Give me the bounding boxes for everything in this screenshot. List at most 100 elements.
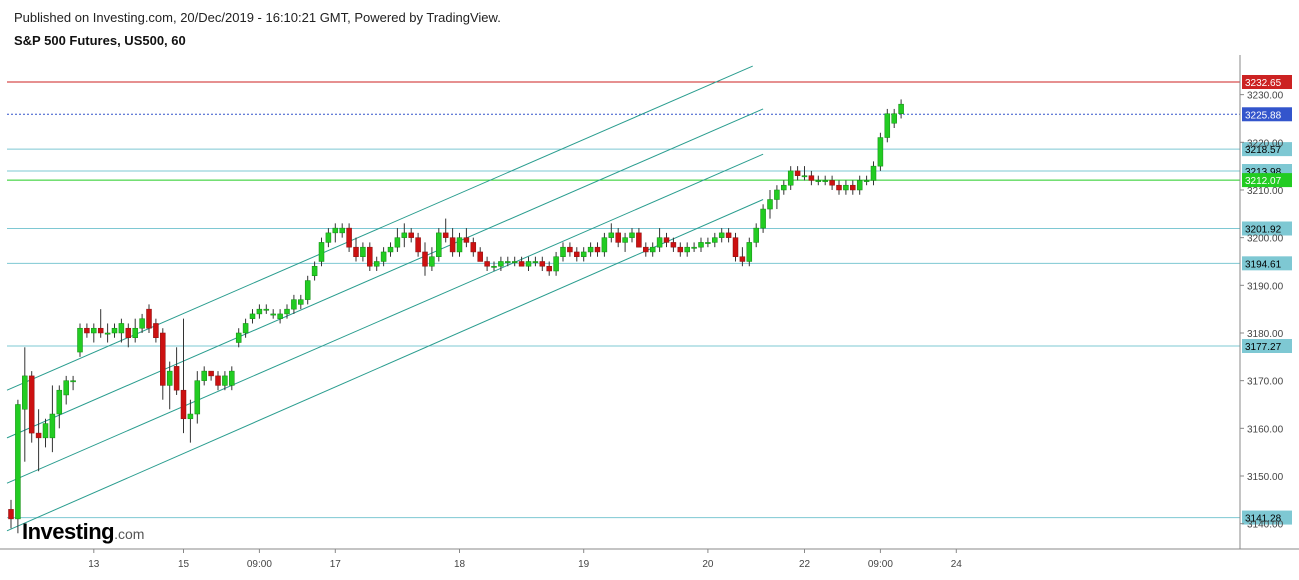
x-tick-label: 24 <box>951 559 963 570</box>
y-tick-label: 3200.00 <box>1247 234 1284 245</box>
candle-body <box>429 256 435 267</box>
candle-body <box>836 184 842 191</box>
candle-body <box>222 375 228 386</box>
candle-body <box>367 246 373 267</box>
candle-body <box>739 256 746 262</box>
candle-body <box>643 246 649 253</box>
level-price-tag <box>1242 173 1292 188</box>
candle-body <box>332 227 339 234</box>
level-price-label: 3232.65 <box>1245 78 1282 89</box>
candle-body <box>843 184 849 191</box>
level-price-label: 3212.07 <box>1245 176 1282 187</box>
candle-body <box>346 227 352 248</box>
candle-body <box>125 327 132 339</box>
candle-body <box>180 389 187 420</box>
candle-body <box>760 208 766 229</box>
candle-body <box>781 184 787 191</box>
x-tick-label: 13 <box>88 559 100 570</box>
x-tick-label: 20 <box>702 559 714 570</box>
candle-body <box>146 308 152 329</box>
y-tick-label: 3170.00 <box>1247 377 1284 388</box>
candle-body <box>808 175 815 181</box>
candle-body <box>270 313 276 316</box>
candle-body <box>201 370 207 381</box>
investing-logo: Investing.com <box>22 519 144 545</box>
logo-suffix: .com <box>114 526 145 542</box>
candle-body <box>629 232 635 238</box>
candle-body <box>870 165 877 181</box>
candle-body <box>277 313 283 319</box>
channel-lines <box>6 65 764 532</box>
candle-body <box>408 232 414 238</box>
level-price-tag <box>1242 107 1292 122</box>
level-price-label: 3218.57 <box>1245 145 1282 156</box>
candle-body <box>649 246 656 253</box>
candle-body <box>801 175 808 178</box>
candle-body <box>153 323 159 339</box>
candle-body <box>622 237 628 243</box>
candle-body <box>580 251 587 257</box>
candle-body <box>339 227 345 234</box>
candle-body <box>242 323 249 334</box>
candle-body <box>463 237 470 243</box>
x-tick-label: 09:00 <box>868 559 893 570</box>
candle-body <box>546 265 552 272</box>
candle-body <box>732 237 739 257</box>
candle-body <box>160 332 166 386</box>
candle-body <box>111 327 118 334</box>
candle-body <box>187 413 194 420</box>
candle-body <box>311 265 318 277</box>
candle-body <box>615 232 621 243</box>
candle-body <box>97 327 104 334</box>
candle-body <box>891 113 897 124</box>
candle-body <box>215 375 221 386</box>
candle-body <box>353 246 359 257</box>
candle-body <box>498 261 504 267</box>
candle-body <box>532 261 539 263</box>
published-info: Published on Investing.com, 20/Dec/2019 … <box>14 10 501 25</box>
candle-body <box>850 184 856 191</box>
candle-body <box>767 199 773 210</box>
level-price-tag <box>1242 142 1292 157</box>
candle-body <box>822 180 828 182</box>
candle-body <box>656 237 663 248</box>
candle-body <box>8 509 14 520</box>
candle-body <box>394 237 401 248</box>
candle-body <box>539 261 546 267</box>
level-price-label: 3194.61 <box>1245 259 1282 270</box>
candle-body <box>829 180 835 186</box>
candle-body <box>208 370 214 377</box>
candle-body <box>511 261 518 263</box>
candle-body <box>139 318 145 329</box>
candle-body <box>553 256 559 272</box>
y-tick-label: 3230.00 <box>1247 91 1284 102</box>
candle-body <box>194 380 201 415</box>
level-price-label: 3201.92 <box>1245 224 1282 235</box>
level-price-label: 3225.88 <box>1245 110 1282 121</box>
y-tick-label: 3180.00 <box>1247 329 1284 340</box>
candle-body <box>104 332 111 335</box>
level-price-label: 3141.28 <box>1245 514 1282 525</box>
candle-body <box>518 261 525 267</box>
candle-body <box>442 232 449 238</box>
level-price-tag <box>1242 75 1292 90</box>
x-tick-label: 15 <box>178 559 190 570</box>
candle-body <box>787 170 794 186</box>
y-tick-label: 3190.00 <box>1247 281 1284 292</box>
candle-body <box>863 180 870 182</box>
candle-body <box>456 237 463 253</box>
y-tick-label: 3150.00 <box>1247 472 1284 483</box>
chart-title: S&P 500 Futures, US500, 60 <box>14 33 186 48</box>
candle-body <box>304 280 311 300</box>
candle-body <box>684 246 690 253</box>
candle-body <box>884 113 891 138</box>
candle-body <box>15 404 21 520</box>
candle-body <box>63 380 69 396</box>
candle-body <box>49 413 56 439</box>
candle-body <box>132 327 138 339</box>
candle-body <box>373 261 380 267</box>
candle-body <box>263 308 270 311</box>
level-price-tag <box>1242 221 1292 236</box>
candle-body <box>477 251 483 262</box>
candle-body <box>470 242 477 253</box>
